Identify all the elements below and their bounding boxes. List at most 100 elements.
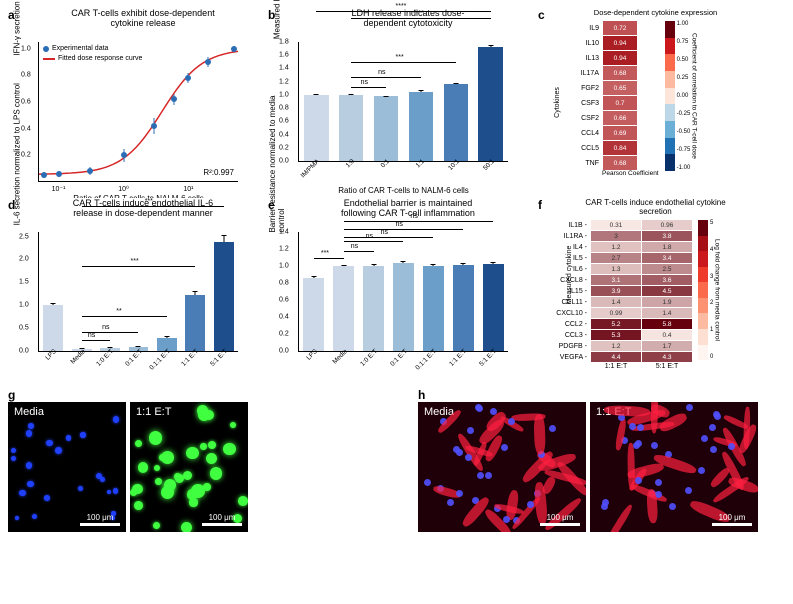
scale-bar: 100 μm — [202, 513, 242, 526]
panel-f: f CAR T-cells induce endothelial cytokin… — [538, 198, 773, 378]
heatmap-cell: 0.68 — [603, 156, 637, 170]
heatmap-cell: 3.6 — [642, 275, 692, 285]
heatmap-cell: 1.9 — [642, 297, 692, 307]
heatmap-row-label: CCL4 — [568, 126, 602, 140]
microscopy-h: Media100 μm1:1 E:T100 μm — [418, 402, 758, 532]
heatmap-cell: 2.7 — [591, 253, 641, 263]
bar — [483, 264, 504, 351]
heatmap-row-label: IL17A — [568, 66, 602, 80]
heatmap-col-label: 5:1 E:T — [642, 363, 692, 370]
heatmap-cell: 4.4 — [591, 352, 641, 362]
heatmap-cell: 1.2 — [591, 242, 641, 252]
panel-f-title: CAR T-cells induce endothelial cytokine … — [538, 198, 773, 216]
heatmap-cell: 3 — [591, 231, 641, 241]
heatmap-row-label: TNF — [568, 156, 602, 170]
r-squared: R²:0.997 — [203, 168, 234, 177]
panel-e-title: Endothelial barrier is maintained follow… — [288, 198, 528, 218]
heatmap-cell: 2.5 — [642, 264, 692, 274]
heatmap-row-label: CSF2 — [568, 111, 602, 125]
heatmap-f: IL1B -0.310.96IL1RA -33.8IL4 -1.21.8IL5 … — [554, 220, 692, 370]
data-point — [56, 171, 62, 177]
heatmap-row-label: CCL5 — [568, 141, 602, 155]
panel-label-g: g — [8, 388, 15, 402]
panel-d-title: CAR T-cells induce endothelial IL-6 rele… — [28, 198, 258, 218]
colorbar-c — [665, 21, 675, 171]
heatmap-cell: 1.8 — [642, 242, 692, 252]
heatmap-row-label: CSF3 — [568, 96, 602, 110]
bar — [478, 47, 502, 161]
chart-a-axes: Experimental data Fitted dose response c… — [38, 42, 238, 182]
heatmap-row-label: CCL2 - — [554, 319, 590, 329]
chart-b-xlabel: Ratio of CAR T-cells to NALM-6 cells — [299, 186, 508, 195]
heatmap-row-label: CXCL10 - — [554, 308, 590, 318]
heatmap-cell: 0.84 — [603, 141, 637, 155]
data-point — [171, 96, 177, 102]
panel-a: a CAR T-cells exhibit dose-dependent cyt… — [8, 8, 258, 188]
panel-c-xlabel: Pearson Coefficient — [602, 170, 659, 177]
bar — [303, 278, 324, 351]
heatmap-row-label: IL9 — [568, 21, 602, 35]
panel-b: b LDH release indicates dose- dependent … — [268, 8, 528, 188]
microscopy-label: Media — [14, 406, 44, 418]
heatmap-cell: 1.4 — [642, 308, 692, 318]
panel-label-h: h — [418, 388, 425, 402]
bar — [339, 95, 363, 161]
heatmap-row-label: IL1B - — [554, 220, 590, 230]
chart-e: Barrier resistance normalized to media c… — [298, 232, 508, 352]
data-point — [205, 59, 211, 65]
microscopy-image: 1:1 E:T100 μm — [590, 402, 758, 532]
figure-grid: a CAR T-cells exhibit dose-dependent cyt… — [8, 8, 785, 548]
panel-d: d CAR T-cells induce endothelial IL-6 re… — [8, 198, 258, 378]
heatmap-cell: 0.7 — [603, 96, 637, 110]
heatmap-row-label: IL1RA - — [554, 231, 590, 241]
heatmap-c: IL90.72IL100.94IL130.94IL17A0.68FGF20.65… — [568, 21, 659, 170]
heatmap-cell: 0.68 — [603, 66, 637, 80]
scale-bar: 100 μm — [540, 513, 580, 526]
heatmap-cell: 1.2 — [591, 341, 641, 351]
chart-b-ylabel: Measured LDH normalized to IM/PMA — [273, 0, 282, 39]
data-point — [231, 46, 237, 52]
heatmap-cell: 3.8 — [642, 231, 692, 241]
heatmap-cell: 0.99 — [591, 308, 641, 318]
bar — [409, 92, 433, 161]
bar — [304, 95, 328, 161]
heatmap-cell: 0.65 — [603, 81, 637, 95]
heatmap-cell: 5.2 — [591, 319, 641, 329]
scale-bar: 100 μm — [80, 513, 120, 526]
heatmap-row-label: IL13 — [568, 51, 602, 65]
heatmap-cell: 0.72 — [603, 21, 637, 35]
heatmap-row-label: CCL3 - — [554, 330, 590, 340]
panel-c-title: Dose-dependent cytokine expression — [538, 8, 773, 17]
chart-d: IL-6 secretion normalized to LPS control… — [38, 232, 238, 352]
data-point — [41, 172, 47, 178]
chart-b: Measured LDH normalized to IM/PMA Ratio … — [298, 42, 508, 162]
panel-g: g Media 100 μm 1:1 E:T 100 μm — [8, 388, 258, 548]
microscopy-g: Media 100 μm 1:1 E:T 100 μm — [8, 402, 258, 532]
heatmap-col-label: 1:1 E:T — [591, 363, 641, 370]
microscopy-image: 1:1 E:T 100 μm — [130, 402, 248, 532]
colorbar-f-title: Log fold change from media control — [713, 220, 720, 360]
colorbar-c-labels: 1.000.750.500.250.00-0.25-0.50-0.75-1.00 — [677, 21, 691, 171]
bar — [374, 96, 398, 161]
heatmap-cell: 0.31 — [591, 220, 641, 230]
bar — [43, 305, 63, 351]
heatmap-cell: 0.4 — [642, 330, 692, 340]
bar — [423, 266, 444, 351]
heatmap-cell: 1.4 — [591, 297, 641, 307]
bar — [363, 266, 384, 351]
panel-c: c Dose-dependent cytokine expression Cyt… — [538, 8, 773, 188]
scale-bar: 100 μm — [712, 513, 752, 526]
panel-f-ylabel: Measured cytokine — [566, 246, 573, 305]
heatmap-cell: 0.69 — [603, 126, 637, 140]
heatmap-cell: 5.3 — [591, 330, 641, 340]
heatmap-cell: 0.66 — [603, 111, 637, 125]
heatmap-row-label: IL10 — [568, 36, 602, 50]
colorbar-f — [698, 220, 708, 360]
heatmap-cell: 1.3 — [591, 264, 641, 274]
bar — [453, 265, 474, 351]
panel-label-c: c — [538, 8, 545, 22]
heatmap-row-label: VEGFA - — [554, 352, 590, 362]
heatmap-cell: 3.1 — [591, 275, 641, 285]
microscopy-label: 1:1 E:T — [136, 406, 171, 418]
panel-e: e Endothelial barrier is maintained foll… — [268, 198, 528, 378]
